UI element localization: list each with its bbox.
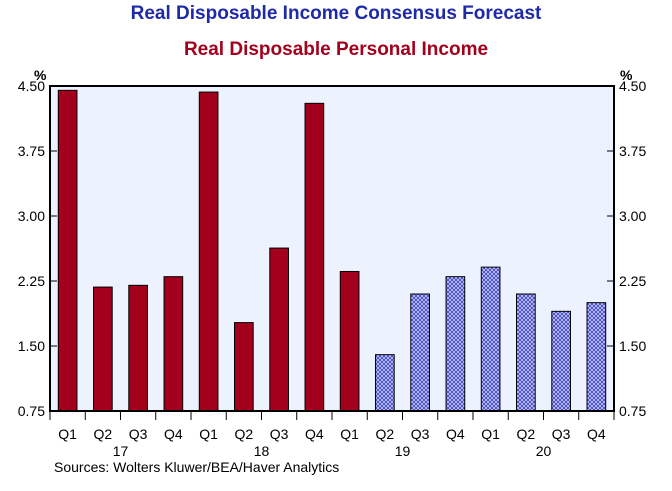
- forecast-bar: [375, 354, 395, 412]
- y-tick-label-left: 4.50: [18, 78, 45, 94]
- y-tick-label-left: 2.25: [18, 273, 45, 289]
- y-tick-label-right: 0.75: [619, 403, 646, 419]
- x-year-label: 19: [395, 443, 411, 459]
- y-axis-ticks: 0.75 0.75 1.50 1.50 2.25 2.25 3.00 3.00 3.75 3.75…: [18, 78, 647, 419]
- bars: [57, 89, 607, 412]
- x-tick-label: Q3: [270, 426, 289, 442]
- forecast-bar: [410, 293, 430, 412]
- x-tick-label: Q2: [94, 426, 113, 442]
- actual-bar: [57, 89, 78, 412]
- y-tick-label-right: 2.25: [619, 273, 646, 289]
- actual-bar: [339, 270, 360, 412]
- y-tick-label-left: 0.75: [18, 403, 45, 419]
- y-tick-label-left: 3.00: [18, 208, 45, 224]
- x-tick-label: Q3: [129, 426, 148, 442]
- x-tick-label: Q3: [552, 426, 571, 442]
- y-axis-unit-right: %: [620, 67, 633, 83]
- forecast-bar: [551, 310, 571, 412]
- actual-bar: [234, 322, 254, 412]
- x-tick-label: Q2: [376, 426, 395, 442]
- x-tick-label: Q1: [199, 426, 218, 442]
- chart-subtitle: Real Disposable Personal Income: [184, 39, 488, 60]
- y-tick-label-left: 1.50: [18, 338, 45, 354]
- x-tick-label: Q4: [305, 426, 324, 442]
- y-tick-label-right: 4.50: [619, 78, 646, 94]
- x-tick-label: Q1: [340, 426, 359, 442]
- y-tick-label-right: 3.75: [619, 143, 646, 159]
- x-tick-label: Q4: [446, 426, 465, 442]
- y-tick-label-right: 1.50: [619, 338, 646, 354]
- y-tick-label-left: 3.75: [18, 143, 45, 159]
- actual-bar: [163, 276, 184, 412]
- actual-bar: [93, 286, 113, 412]
- x-axis-ticks: Q1 Q2 Q3 Q4 Q1 Q2 Q3 Q4 Q1 Q2 Q3 Q4 Q1 Q2 Q3 Q4 17 18 19 20: [49, 411, 615, 459]
- forecast-bar: [586, 302, 607, 412]
- actual-bar: [198, 91, 219, 412]
- x-tick-label: Q2: [517, 426, 536, 442]
- x-year-label: 18: [254, 443, 270, 459]
- x-year-label: 17: [113, 443, 129, 459]
- chart-title: Real Disposable Income Consensus Forecas…: [131, 3, 542, 24]
- x-tick-label: Q4: [587, 426, 606, 442]
- actual-bar: [128, 284, 148, 412]
- y-tick-label-right: 3.00: [619, 208, 646, 224]
- x-tick-label: Q1: [58, 426, 77, 442]
- y-axis-unit-left: %: [34, 67, 47, 83]
- forecast-bar: [445, 276, 466, 412]
- x-tick-label: Q3: [411, 426, 430, 442]
- x-tick-label: Q1: [481, 426, 500, 442]
- actual-bar: [269, 247, 289, 412]
- x-tick-label: Q2: [235, 426, 254, 442]
- forecast-bar: [480, 266, 501, 412]
- source-note: Sources: Wolters Kluwer/BEA/Haver Analyt…: [54, 459, 339, 475]
- x-tick-label: Q4: [164, 426, 183, 442]
- x-year-label: 20: [536, 443, 552, 459]
- actual-bar: [304, 102, 325, 412]
- forecast-bar: [516, 293, 536, 412]
